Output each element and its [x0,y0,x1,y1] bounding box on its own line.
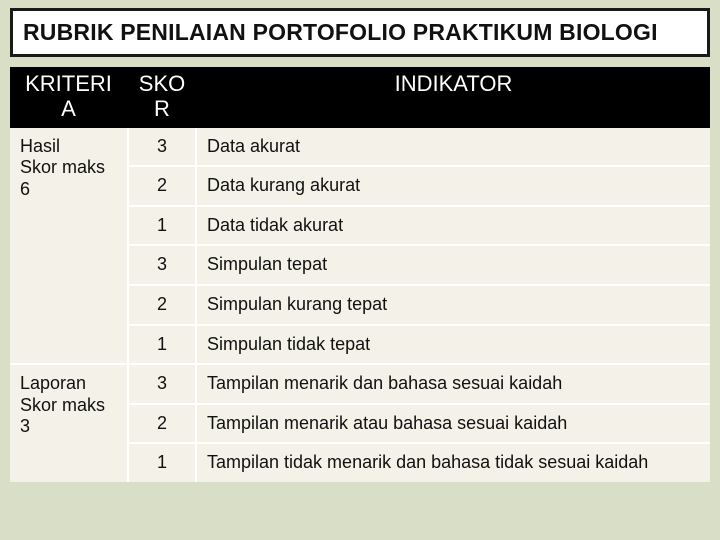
col-header-skor: SKO R [128,67,196,128]
kriteria-line: Laporan [20,373,117,395]
col-header-kriteria: KRITERI A [10,67,128,128]
table-header-row: KRITERI A SKO R INDIKATOR [10,67,710,128]
indikator-cell: Simpulan tepat [196,245,710,285]
table-body: HasilSkor maks63Data akurat2Data kurang … [10,128,710,482]
kriteria-line: Hasil [20,136,117,158]
table-row: HasilSkor maks63Data akurat [10,128,710,167]
skor-cell: 1 [128,206,196,246]
kriteria-cell: HasilSkor maks6 [10,128,128,365]
kriteria-line: 6 [20,179,117,201]
indikator-cell: Data kurang akurat [196,166,710,206]
skor-cell: 2 [128,285,196,325]
indikator-cell: Simpulan tidak tepat [196,325,710,365]
skor-cell: 1 [128,443,196,482]
skor-cell: 3 [128,364,196,404]
col-header-skor-l2: R [154,96,170,121]
col-header-skor-l1: SKO [139,71,185,96]
col-header-indikator: INDIKATOR [196,67,710,128]
indikator-cell: Data akurat [196,128,710,167]
kriteria-line: Skor maks [20,395,117,417]
skor-cell: 2 [128,404,196,444]
col-header-indikator-l1: INDIKATOR [395,71,513,96]
skor-cell: 3 [128,128,196,167]
kriteria-line: Skor maks [20,157,117,179]
col-header-kriteria-l2: A [61,96,76,121]
kriteria-line: 3 [20,416,117,438]
indikator-cell: Simpulan kurang tepat [196,285,710,325]
title-box: RUBRIK PENILAIAN PORTOFOLIO PRAKTIKUM BI… [10,8,710,57]
skor-cell: 1 [128,325,196,365]
indikator-cell: Tampilan tidak menarik dan bahasa tidak … [196,443,710,482]
page-title: RUBRIK PENILAIAN PORTOFOLIO PRAKTIKUM BI… [23,19,697,46]
indikator-cell: Tampilan menarik dan bahasa sesuai kaida… [196,364,710,404]
indikator-cell: Data tidak akurat [196,206,710,246]
skor-cell: 3 [128,245,196,285]
col-header-kriteria-l1: KRITERI [25,71,112,96]
skor-cell: 2 [128,166,196,206]
kriteria-cell: LaporanSkor maks3 [10,364,128,482]
table-row: LaporanSkor maks33Tampilan menarik dan b… [10,364,710,404]
rubric-table: KRITERI A SKO R INDIKATOR HasilSkor maks… [10,67,710,482]
indikator-cell: Tampilan menarik atau bahasa sesuai kaid… [196,404,710,444]
